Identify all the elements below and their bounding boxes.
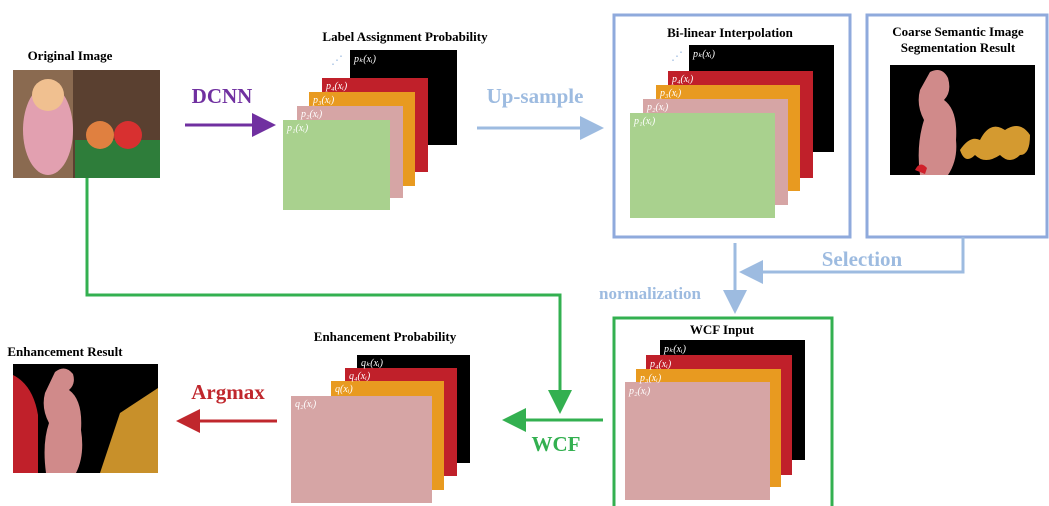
layer-stack: ⋰ — [630, 45, 834, 218]
layer-label: p₂(xᵢ) — [300, 109, 323, 120]
stack-title: Label Assignment Probability — [322, 29, 488, 44]
layer-label: pₖ(xᵢ) — [353, 54, 377, 65]
svg-text:⋰: ⋰ — [331, 53, 343, 67]
step-label: Up-sample — [487, 84, 584, 108]
layer-label: p₃(xᵢ) — [639, 373, 662, 384]
layer-label: p₁(xᵢ) — [286, 123, 309, 134]
layer-label: p₂(xᵢ) — [646, 102, 669, 113]
step-label: Selection — [822, 247, 903, 271]
stack-title: Enhancement Probability — [314, 329, 457, 344]
svg-text:⋰: ⋰ — [671, 49, 683, 63]
panel-title: Coarse Semantic Image — [892, 24, 1024, 39]
layer-stack — [291, 355, 470, 503]
layer-label: p₁(xᵢ) — [633, 116, 656, 127]
layer-label: p₄(xᵢ) — [325, 81, 348, 92]
layer-label: p₄(xᵢ) — [671, 74, 694, 85]
stack-title: WCF Input — [690, 322, 755, 337]
layer-stack: ⋰ — [283, 50, 457, 210]
layer-label: pₖ(xᵢ) — [692, 49, 716, 60]
layer-label: qₖ(xᵢ) — [361, 358, 384, 369]
original-title: Original Image — [28, 48, 113, 63]
step-label: Argmax — [191, 380, 265, 404]
layer-label: p₃(xᵢ) — [312, 95, 335, 106]
diagram: Original Image DCNN Label Assignment Pro… — [0, 0, 1049, 506]
step-label: DCNN — [192, 84, 253, 108]
layer-label: q₄(xᵢ) — [349, 371, 371, 382]
layer-label: q₂(xᵢ) — [295, 399, 317, 410]
layer-label: pₖ(xᵢ) — [663, 344, 687, 355]
result-image — [13, 364, 158, 473]
result-title: Enhancement Result — [7, 344, 123, 359]
original-photo — [13, 70, 160, 178]
layer-label: p₄(xᵢ) — [649, 359, 672, 370]
panel-title: Segmentation Result — [901, 40, 1016, 55]
step-label: normalization — [599, 284, 702, 303]
stack-title: Bi-linear Interpolation — [667, 25, 794, 40]
layer-label: p₂(xᵢ) — [628, 386, 651, 397]
step-label: WCF — [532, 432, 581, 456]
layer-label: q(xᵢ) — [335, 384, 353, 395]
layer-label: p₃(xᵢ) — [659, 88, 682, 99]
segmentation-image — [890, 65, 1035, 175]
